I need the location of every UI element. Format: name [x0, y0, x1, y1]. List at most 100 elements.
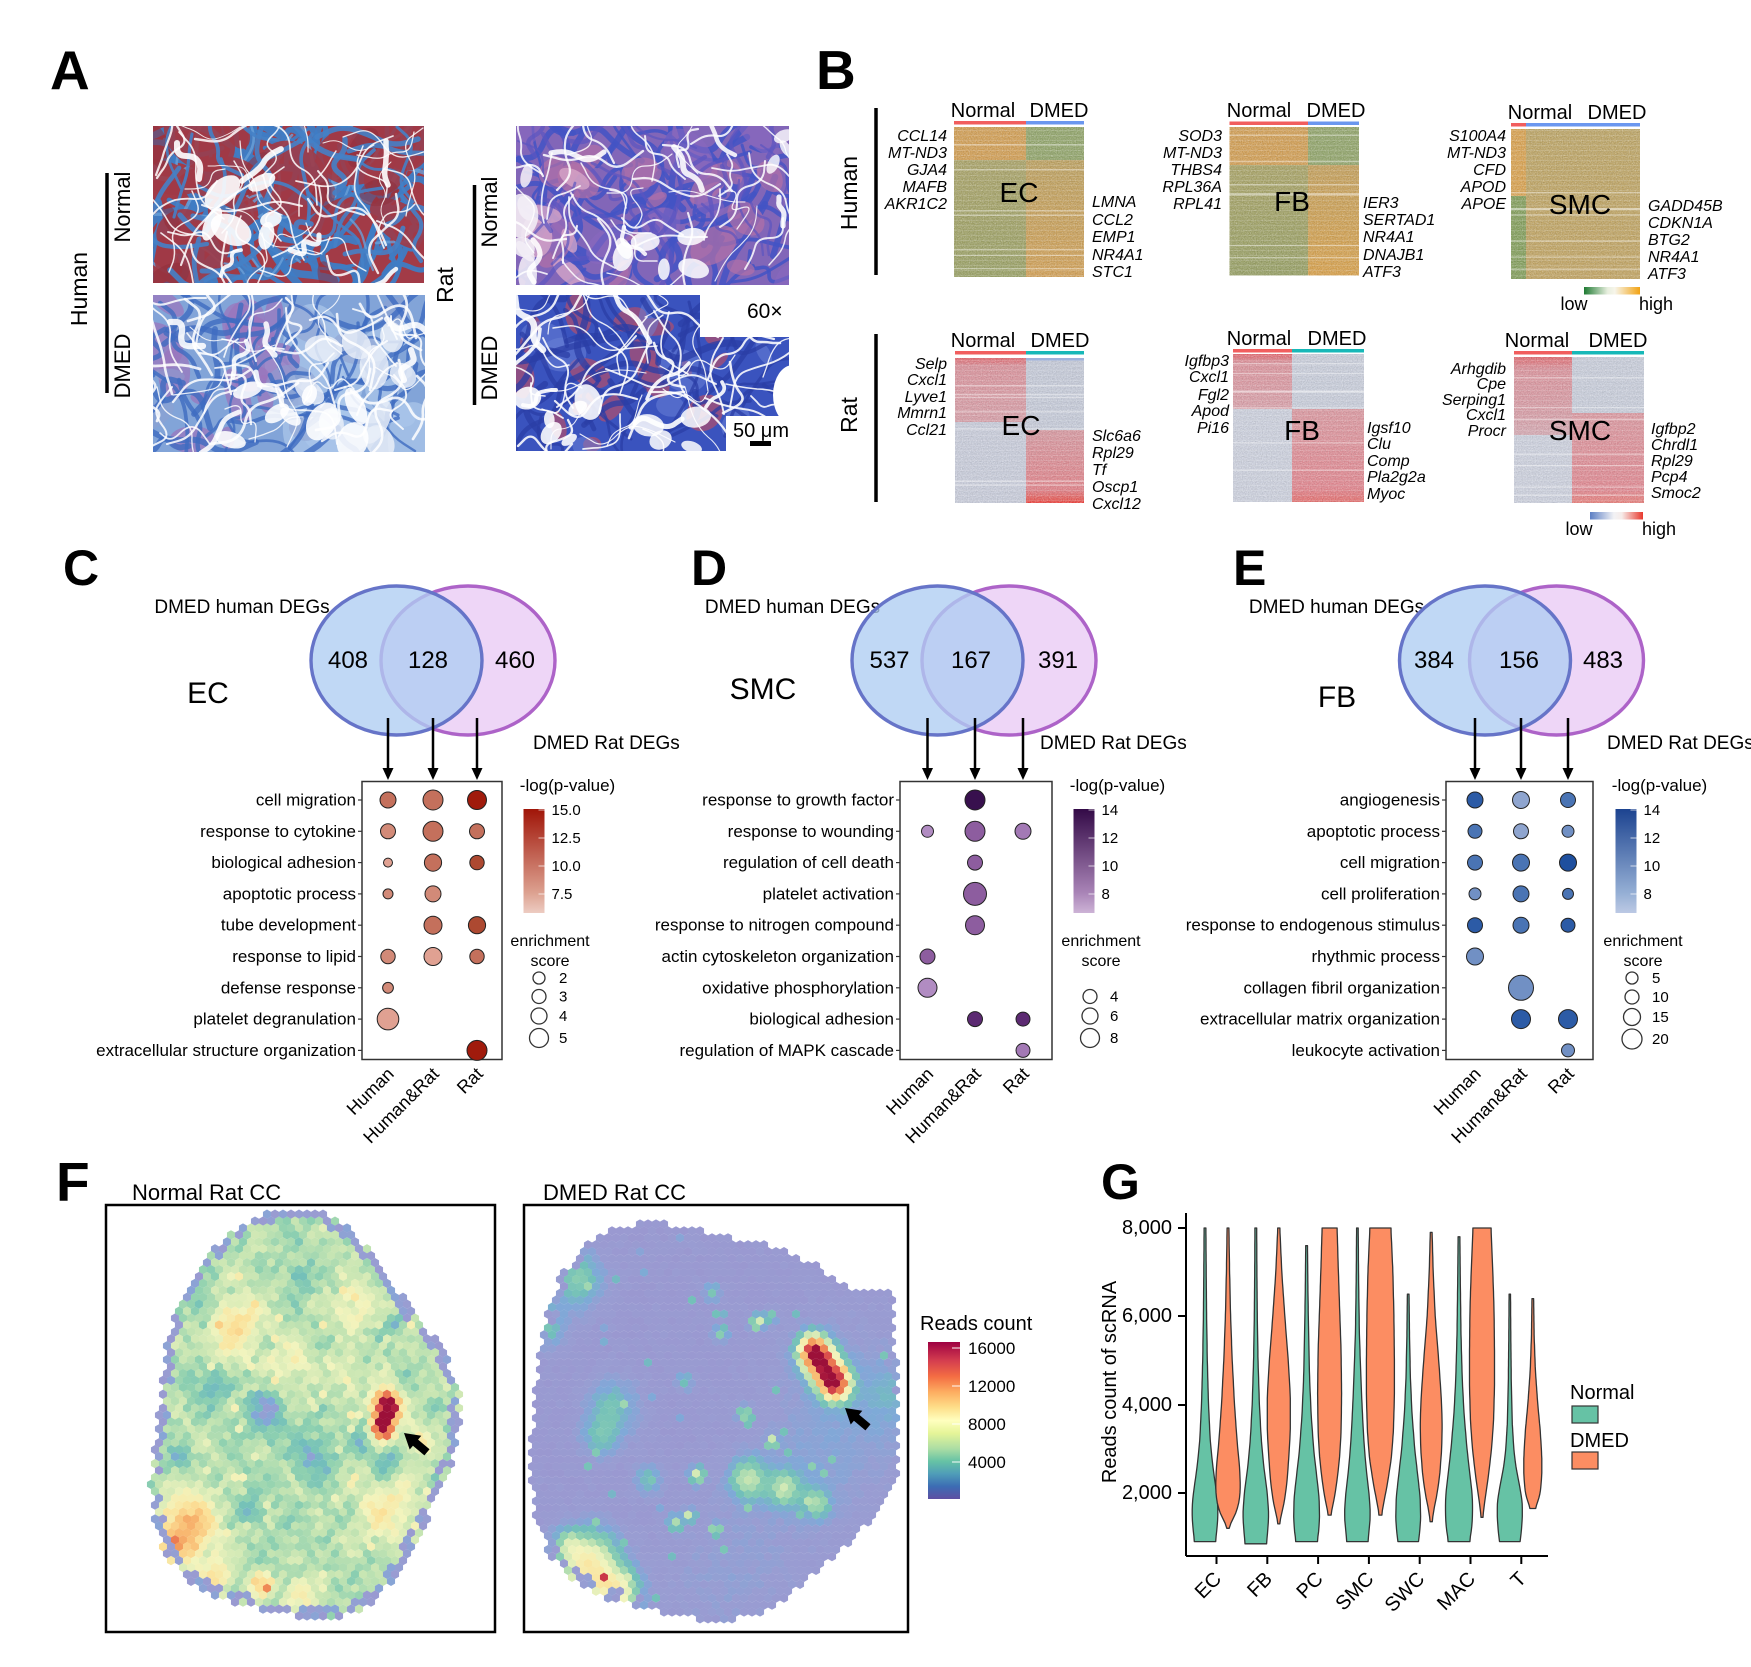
svg-text:5: 5	[1652, 970, 1660, 987]
svg-text:Arhgdib: Arhgdib	[1450, 361, 1506, 378]
svg-text:NR4A1: NR4A1	[1363, 229, 1415, 246]
svg-text:8: 8	[1110, 1030, 1118, 1047]
svg-text:GADD45B: GADD45B	[1648, 198, 1723, 215]
svg-text:Cpe: Cpe	[1477, 376, 1506, 393]
svg-text:response to endogenous stimulu: response to endogenous stimulus	[1186, 916, 1440, 935]
svg-text:12: 12	[1102, 830, 1119, 847]
svg-text:AKR1C2: AKR1C2	[884, 196, 947, 213]
svg-text:SERTAD1: SERTAD1	[1363, 212, 1435, 229]
svg-text:4: 4	[559, 1008, 567, 1025]
svg-text:MT-ND3: MT-ND3	[888, 145, 947, 162]
svg-text:rhythmic process: rhythmic process	[1312, 947, 1440, 966]
svg-text:DNAJB1: DNAJB1	[1363, 247, 1424, 264]
svg-text:FB: FB	[1318, 681, 1356, 714]
svg-text:Normal: Normal	[1227, 100, 1291, 122]
svg-text:Procr: Procr	[1468, 423, 1507, 440]
svg-text:cell migration: cell migration	[1340, 853, 1440, 872]
svg-text:Lyve1: Lyve1	[905, 389, 947, 406]
svg-text:FB: FB	[1284, 415, 1320, 446]
svg-text:3: 3	[559, 989, 567, 1006]
svg-text:2,000: 2,000	[1122, 1482, 1172, 1504]
svg-text:6: 6	[1110, 1008, 1118, 1025]
svg-text:score: score	[530, 953, 569, 970]
svg-text:Normal: Normal	[1505, 330, 1569, 352]
svg-text:B: B	[816, 39, 856, 101]
svg-text:4,000: 4,000	[1122, 1394, 1172, 1416]
svg-text:RPL36A: RPL36A	[1162, 179, 1222, 196]
svg-text:defense response: defense response	[221, 978, 356, 997]
svg-text:low: low	[1560, 294, 1588, 314]
svg-text:Reads count of scRNA: Reads count of scRNA	[1099, 1280, 1121, 1483]
svg-text:EC: EC	[187, 677, 229, 710]
svg-text:response to cytokine: response to cytokine	[200, 822, 356, 841]
svg-text:score: score	[1081, 953, 1120, 970]
svg-text:15: 15	[1652, 1009, 1669, 1026]
svg-text:-log(p-value): -log(p-value)	[1612, 776, 1707, 795]
svg-text:5: 5	[559, 1030, 567, 1047]
svg-text:Cxcl12: Cxcl12	[1092, 496, 1141, 513]
svg-text:10: 10	[1652, 989, 1669, 1006]
svg-text:Normal: Normal	[1227, 328, 1291, 350]
svg-text:20: 20	[1652, 1031, 1669, 1048]
svg-text:oxidative phosphorylation: oxidative phosphorylation	[702, 978, 894, 997]
svg-text:DMED Rat DEGs: DMED Rat DEGs	[533, 733, 680, 754]
svg-text:Normal: Normal	[951, 330, 1015, 352]
svg-text:tube development: tube development	[221, 916, 356, 935]
svg-text:DMED: DMED	[1307, 100, 1366, 122]
svg-text:RPL41: RPL41	[1173, 196, 1222, 213]
svg-text:8: 8	[1102, 886, 1110, 903]
svg-text:DMED: DMED	[1308, 328, 1367, 350]
svg-text:DMED human DEGs: DMED human DEGs	[1249, 597, 1424, 618]
svg-text:DMED human DEGs: DMED human DEGs	[705, 597, 880, 618]
svg-text:NR4A1: NR4A1	[1092, 247, 1144, 264]
svg-text:DMED: DMED	[1588, 102, 1647, 124]
svg-text:F: F	[56, 1151, 90, 1213]
svg-text:391: 391	[1038, 647, 1078, 674]
svg-text:14: 14	[1644, 802, 1661, 819]
svg-text:10: 10	[1102, 858, 1119, 875]
svg-text:Pi16: Pi16	[1197, 420, 1229, 437]
svg-text:4000: 4000	[968, 1453, 1006, 1472]
svg-text:156: 156	[1499, 647, 1539, 674]
svg-text:Normal: Normal	[951, 100, 1015, 122]
svg-text:10.0: 10.0	[552, 858, 581, 875]
svg-text:THBS4: THBS4	[1170, 162, 1222, 179]
svg-text:14: 14	[1102, 802, 1119, 819]
svg-text:60×: 60×	[747, 300, 783, 323]
svg-text:enrichment: enrichment	[1603, 933, 1683, 950]
svg-text:Normal Rat CC: Normal Rat CC	[132, 1180, 281, 1205]
svg-text:Igfbp3: Igfbp3	[1185, 353, 1230, 370]
svg-text:Rpl29: Rpl29	[1651, 453, 1693, 470]
svg-text:MT-ND3: MT-ND3	[1447, 145, 1506, 162]
svg-text:Cxcl1: Cxcl1	[907, 372, 947, 389]
svg-text:response to lipid: response to lipid	[232, 947, 356, 966]
svg-text:APOE: APOE	[1461, 196, 1507, 213]
svg-text:8000: 8000	[968, 1415, 1006, 1434]
svg-text:regulation of MAPK cascade: regulation of MAPK cascade	[679, 1041, 894, 1060]
svg-text:Clu: Clu	[1367, 436, 1391, 453]
svg-text:FB: FB	[1274, 186, 1310, 217]
svg-text:biological adhesion: biological adhesion	[211, 853, 356, 872]
svg-text:extracellular structure organi: extracellular structure organization	[96, 1041, 356, 1060]
svg-text:Pla2g2a: Pla2g2a	[1367, 469, 1426, 486]
svg-text:DMED: DMED	[1030, 100, 1089, 122]
svg-text:STC1: STC1	[1092, 264, 1133, 281]
svg-text:response to growth factor: response to growth factor	[702, 791, 894, 810]
svg-text:Normal: Normal	[1508, 102, 1572, 124]
svg-text:-log(p-value): -log(p-value)	[1070, 776, 1165, 795]
svg-text:DMED: DMED	[110, 334, 135, 399]
svg-text:C: C	[63, 540, 99, 596]
svg-text:E: E	[1233, 540, 1266, 596]
svg-text:extracellular matrix organizat: extracellular matrix organization	[1200, 1010, 1440, 1029]
svg-text:MT-ND3: MT-ND3	[1163, 145, 1222, 162]
svg-text:GJA4: GJA4	[907, 162, 947, 179]
svg-text:Myoc: Myoc	[1367, 486, 1405, 503]
svg-text:platelet activation: platelet activation	[763, 884, 894, 903]
svg-text:Human: Human	[836, 156, 862, 230]
svg-text:Oscp1: Oscp1	[1092, 479, 1138, 496]
svg-text:enrichment: enrichment	[1061, 933, 1141, 950]
svg-text:G: G	[1101, 1154, 1140, 1210]
svg-text:SMC: SMC	[1549, 189, 1611, 220]
svg-text:Rat: Rat	[432, 266, 458, 302]
svg-text:Pcp4: Pcp4	[1651, 469, 1688, 486]
